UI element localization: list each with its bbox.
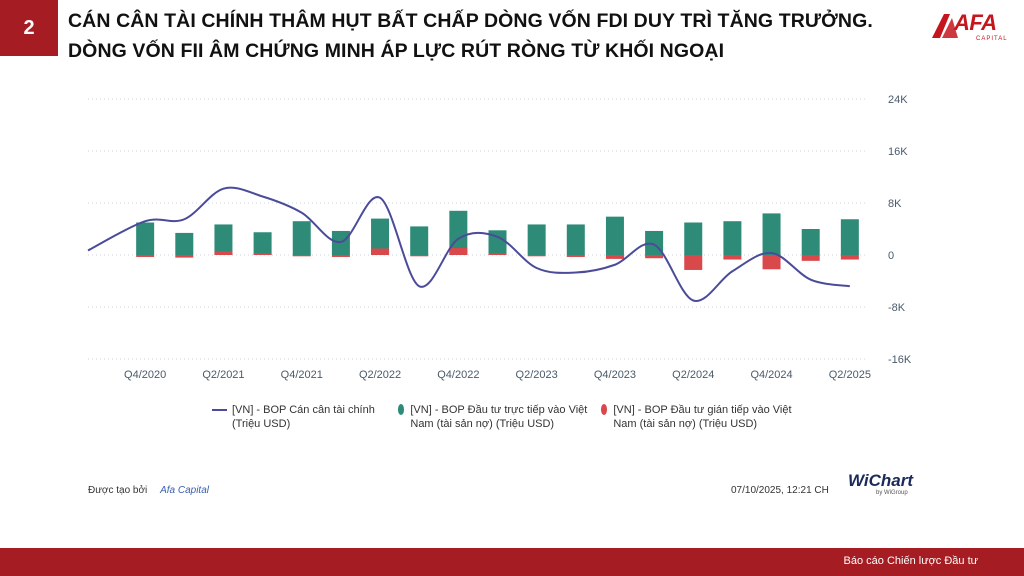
fii-bar bbox=[371, 248, 390, 255]
fii-bar bbox=[566, 255, 585, 257]
fdi-bar bbox=[566, 224, 585, 255]
fii-bar bbox=[292, 255, 311, 257]
wichart-text: WiChart bbox=[848, 471, 914, 490]
x-tick-label: Q2/2025 bbox=[829, 369, 871, 381]
legend-dot-fii bbox=[601, 404, 608, 415]
x-tick-label: Q4/2020 bbox=[124, 369, 166, 381]
legend-line-swatch bbox=[212, 409, 227, 411]
fdi-bar bbox=[723, 221, 742, 255]
x-tick-label: Q4/2023 bbox=[594, 369, 636, 381]
fii-bar bbox=[214, 251, 233, 255]
fii-bar bbox=[253, 253, 272, 255]
fii-bar bbox=[605, 255, 624, 259]
wichart-logo: WiChart by WiGroup bbox=[848, 471, 918, 499]
fdi-bar bbox=[488, 230, 507, 255]
fdi-bar bbox=[801, 229, 820, 255]
x-tick-label: Q4/2024 bbox=[750, 369, 792, 381]
fii-bar bbox=[136, 255, 155, 257]
fdi-bar bbox=[136, 222, 155, 255]
afa-logo: AFA CAPITAL bbox=[930, 8, 1014, 48]
legend-item-fdi[interactable]: [VN] - BOP Đầu tư trực tiếp vào Việt Nam… bbox=[398, 403, 598, 431]
fii-bar bbox=[645, 255, 664, 259]
legend-label-financial-balance: [VN] - BOP Cán cân tài chính (Triệu USD) bbox=[231, 404, 375, 430]
y-tick-label: -8K bbox=[888, 302, 906, 314]
report-label: Báo cáo Chiến lược Đầu tư bbox=[843, 555, 978, 567]
slide-number: 2 bbox=[0, 0, 58, 56]
fii-bar bbox=[488, 253, 507, 255]
title-line-1: CÁN CÂN TÀI CHÍNH THÂM HỤT BẤT CHẤP DÒNG… bbox=[68, 10, 873, 32]
financial-balance-line bbox=[87, 186, 851, 302]
title-line-2: DÒNG VỐN FII ÂM CHỨNG MINH ÁP LỰC RÚT RÒ… bbox=[68, 40, 725, 62]
fdi-bar bbox=[410, 226, 429, 255]
created-by: Được tạo bởi Afa Capital bbox=[88, 485, 209, 496]
x-tick-label: Q2/2024 bbox=[672, 369, 714, 381]
created-by-label: Được tạo bởi bbox=[88, 485, 148, 496]
legend-label-fdi: [VN] - BOP Đầu tư trực tiếp vào Việt Nam… bbox=[410, 404, 588, 430]
logo-subtext: CAPITAL bbox=[976, 36, 1008, 42]
x-tick-label: Q2/2021 bbox=[202, 369, 244, 381]
y-tick-label: 24K bbox=[888, 94, 908, 106]
legend-label-fii: [VN] - BOP Đầu tư gián tiếp vào Việt Nam… bbox=[613, 404, 792, 430]
fii-bar bbox=[762, 255, 781, 270]
fii-bar bbox=[175, 255, 194, 258]
x-tick-label: Q4/2022 bbox=[437, 369, 479, 381]
legend-dot-fdi bbox=[398, 404, 405, 415]
x-tick-label: Q4/2021 bbox=[281, 369, 323, 381]
slide-title: CÁN CÂN TÀI CHÍNH THÂM HỤT BẤT CHẤP DÒNG… bbox=[68, 6, 928, 66]
fii-bar bbox=[684, 255, 703, 270]
fii-bar bbox=[801, 255, 820, 261]
timestamp: 07/10/2025, 12:21 CH bbox=[731, 485, 829, 496]
fdi-bar bbox=[292, 221, 311, 255]
logo-text: AFA bbox=[954, 10, 997, 35]
fii-bar bbox=[331, 255, 350, 257]
x-tick-label: Q2/2023 bbox=[516, 369, 558, 381]
fii-bar bbox=[723, 255, 742, 260]
fdi-bar bbox=[214, 224, 233, 255]
wichart-subtext: by WiGroup bbox=[876, 490, 908, 496]
fdi-bar bbox=[175, 232, 194, 255]
legend-item-financial-balance[interactable]: [VN] - BOP Cán cân tài chính (Triệu USD) bbox=[212, 403, 402, 431]
fdi-bar bbox=[605, 216, 624, 255]
y-tick-label: 8K bbox=[888, 198, 902, 210]
fdi-bar bbox=[684, 222, 703, 255]
fdi-bar bbox=[527, 224, 546, 255]
y-tick-label: -16K bbox=[888, 354, 912, 366]
fii-bar bbox=[449, 247, 468, 255]
fdi-bar bbox=[253, 232, 272, 255]
created-by-link[interactable]: Afa Capital bbox=[160, 485, 209, 496]
legend-item-fii[interactable]: [VN] - BOP Đầu tư gián tiếp vào Việt Nam… bbox=[601, 403, 801, 431]
fii-bar bbox=[840, 255, 859, 260]
fii-bar bbox=[527, 255, 546, 257]
y-tick-label: 0 bbox=[888, 250, 894, 262]
chart-legend: [VN] - BOP Cán cân tài chính (Triệu USD)… bbox=[0, 403, 1024, 443]
x-tick-label: Q2/2022 bbox=[359, 369, 401, 381]
fdi-bar bbox=[371, 218, 390, 255]
y-tick-label: 16K bbox=[888, 146, 908, 158]
afa-logo-mark-icon bbox=[932, 14, 958, 38]
bottom-bar: Báo cáo Chiến lược Đầu tư bbox=[0, 548, 1024, 576]
fdi-bar bbox=[840, 219, 859, 255]
fii-bar bbox=[410, 255, 429, 257]
fdi-bar bbox=[762, 213, 781, 255]
